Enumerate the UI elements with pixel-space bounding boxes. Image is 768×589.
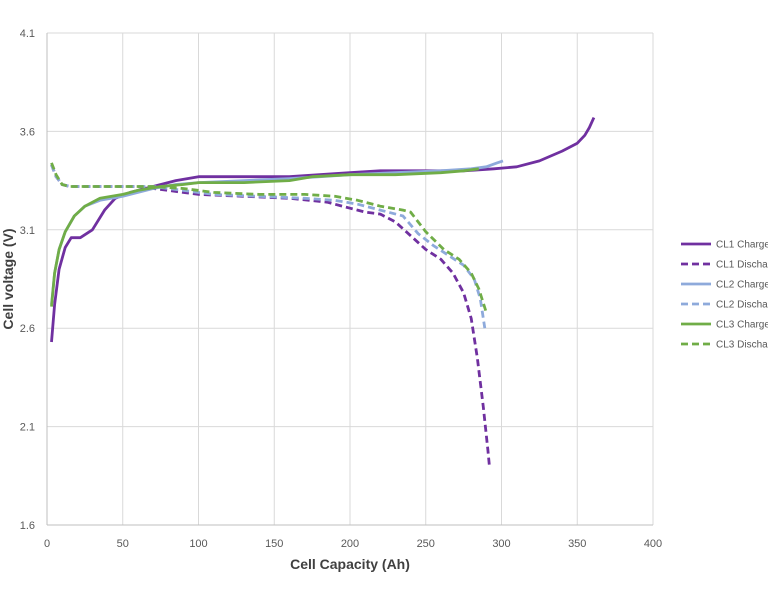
series-line-cl1-charge	[50, 117, 596, 343]
y-tick-label: 1.6	[20, 520, 35, 532]
x-tick-labels: 0 50 100 150 200 250 300 350 400	[44, 538, 662, 550]
x-tick-label: 400	[644, 538, 662, 550]
gridlines	[47, 32, 654, 525]
legend-label-cl1-discharge: CL1 Discharge	[716, 260, 768, 271]
legend-label-cl3-charge: CL3 Charge	[716, 320, 768, 331]
legend-label-cl1-charge: CL1 Charge	[716, 240, 768, 251]
y-tick-label: 3.1	[20, 225, 35, 237]
x-tick-label: 50	[117, 538, 129, 550]
x-tick-label: 300	[492, 538, 510, 550]
legend-label-cl2-charge: CL2 Charge	[716, 280, 768, 291]
y-tick-label: 2.1	[20, 422, 35, 434]
series-lines	[50, 117, 596, 467]
axes	[46, 33, 653, 526]
x-tick-label: 350	[568, 538, 586, 550]
x-tick-label: 100	[189, 538, 207, 550]
series-line-cl2-discharge	[50, 164, 487, 329]
series-line-cl1-discharge	[50, 164, 491, 467]
series-line-cl3-discharge	[50, 162, 488, 313]
x-tick-label: 250	[417, 538, 435, 550]
x-axis-title: Cell Capacity (Ah)	[290, 556, 410, 572]
y-tick-label: 3.6	[20, 126, 35, 138]
legend-label-cl3-discharge: CL3 Discharge	[716, 340, 768, 351]
x-tick-label: 0	[44, 538, 50, 550]
y-tick-label: 2.6	[20, 323, 35, 335]
y-axis-title: Cell voltage (V)	[0, 228, 16, 329]
legend: CL1 Charge CL1 Discharge CL2 Charge CL2 Dis…	[681, 240, 768, 351]
x-tick-label: 200	[341, 538, 359, 550]
series-line-cl3-charge	[50, 167, 479, 307]
y-tick-labels: 1.6 2.1 2.6 3.1 3.6 4.1	[20, 28, 35, 532]
y-tick-label: 4.1	[20, 28, 35, 40]
x-tick-label: 150	[265, 538, 283, 550]
legend-label-cl2-discharge: CL2 Discharge	[716, 300, 768, 311]
